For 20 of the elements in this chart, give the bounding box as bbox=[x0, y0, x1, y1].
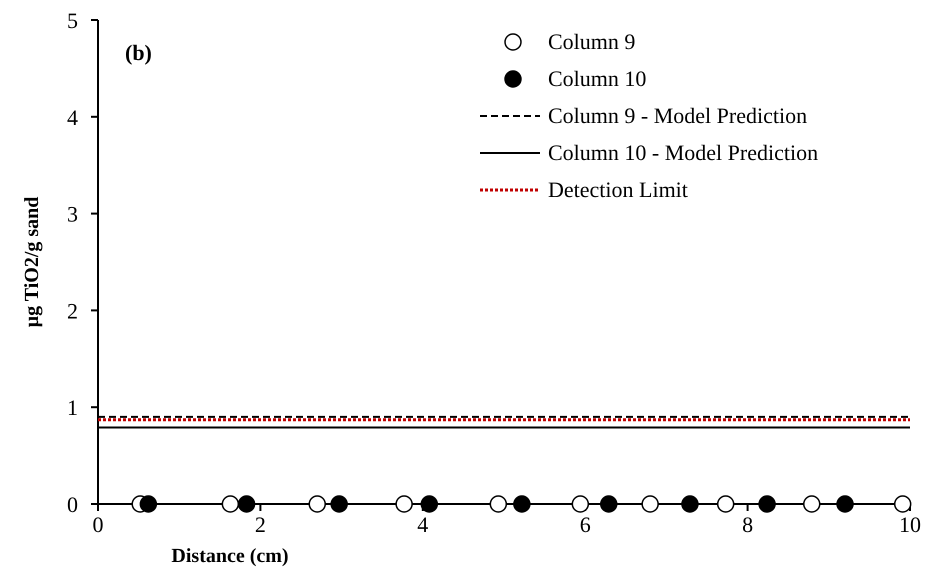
y-tick-label: 0 bbox=[67, 492, 78, 517]
y-tick-label: 3 bbox=[67, 202, 78, 227]
y-tick-label: 1 bbox=[67, 395, 78, 420]
x-tick-label: 10 bbox=[899, 512, 921, 537]
x-tick-label: 8 bbox=[742, 512, 754, 537]
legend-label: Column 10 bbox=[548, 66, 646, 91]
legend-label: Column 9 - Model Prediction bbox=[548, 103, 808, 128]
x-tick-label: 4 bbox=[417, 512, 428, 537]
legend-label: Detection Limit bbox=[548, 177, 688, 202]
x-tick-label: 2 bbox=[254, 512, 266, 537]
annotation: (b) bbox=[125, 40, 152, 65]
x-axis-title: Distance (cm) bbox=[171, 545, 289, 567]
y-tick-label: 5 bbox=[67, 8, 78, 33]
legend-label: Column 9 bbox=[548, 29, 636, 54]
legend-label: Column 10 - Model Prediction bbox=[548, 140, 818, 165]
x-tick-label: 0 bbox=[92, 512, 104, 537]
y-axis-title: µg TiO2/g sand bbox=[21, 196, 43, 328]
x-tick-label: 6 bbox=[580, 512, 591, 537]
y-tick-label: 4 bbox=[67, 104, 78, 130]
y-tick-label: 2 bbox=[67, 298, 78, 324]
